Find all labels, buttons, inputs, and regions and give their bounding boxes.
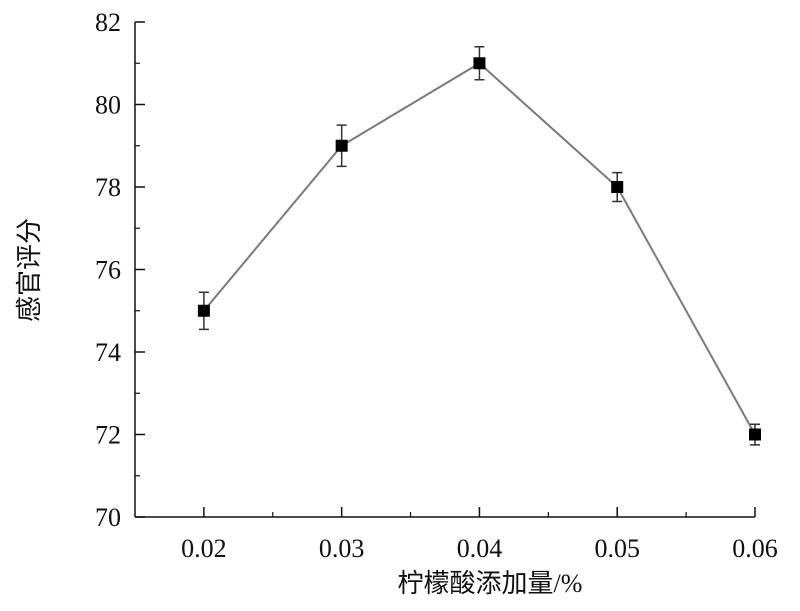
x-tick-label: 0.02 [181,534,227,563]
y-axis-title: 感官评分 [15,218,44,322]
y-tick-label: 72 [95,421,121,450]
y-tick-label: 74 [95,338,121,367]
x-axis-title: 柠檬酸添加量/% [398,569,583,598]
series-line [203,62,756,435]
marker [749,428,761,441]
x-tick-label: 0.03 [319,534,365,563]
y-tick-label: 70 [95,503,121,532]
x-tick-label: 0.05 [594,534,640,563]
x-tick-label: 0.04 [457,534,503,563]
marker [611,181,624,193]
x-tick-label: 0.06 [732,534,778,563]
marker [197,304,210,317]
y-tick-label: 76 [95,256,121,285]
y-tick-label: 80 [95,91,121,120]
y-tick-label: 82 [95,8,121,37]
marker [473,57,486,70]
y-tick-label: 78 [95,173,121,202]
marker [335,139,348,152]
